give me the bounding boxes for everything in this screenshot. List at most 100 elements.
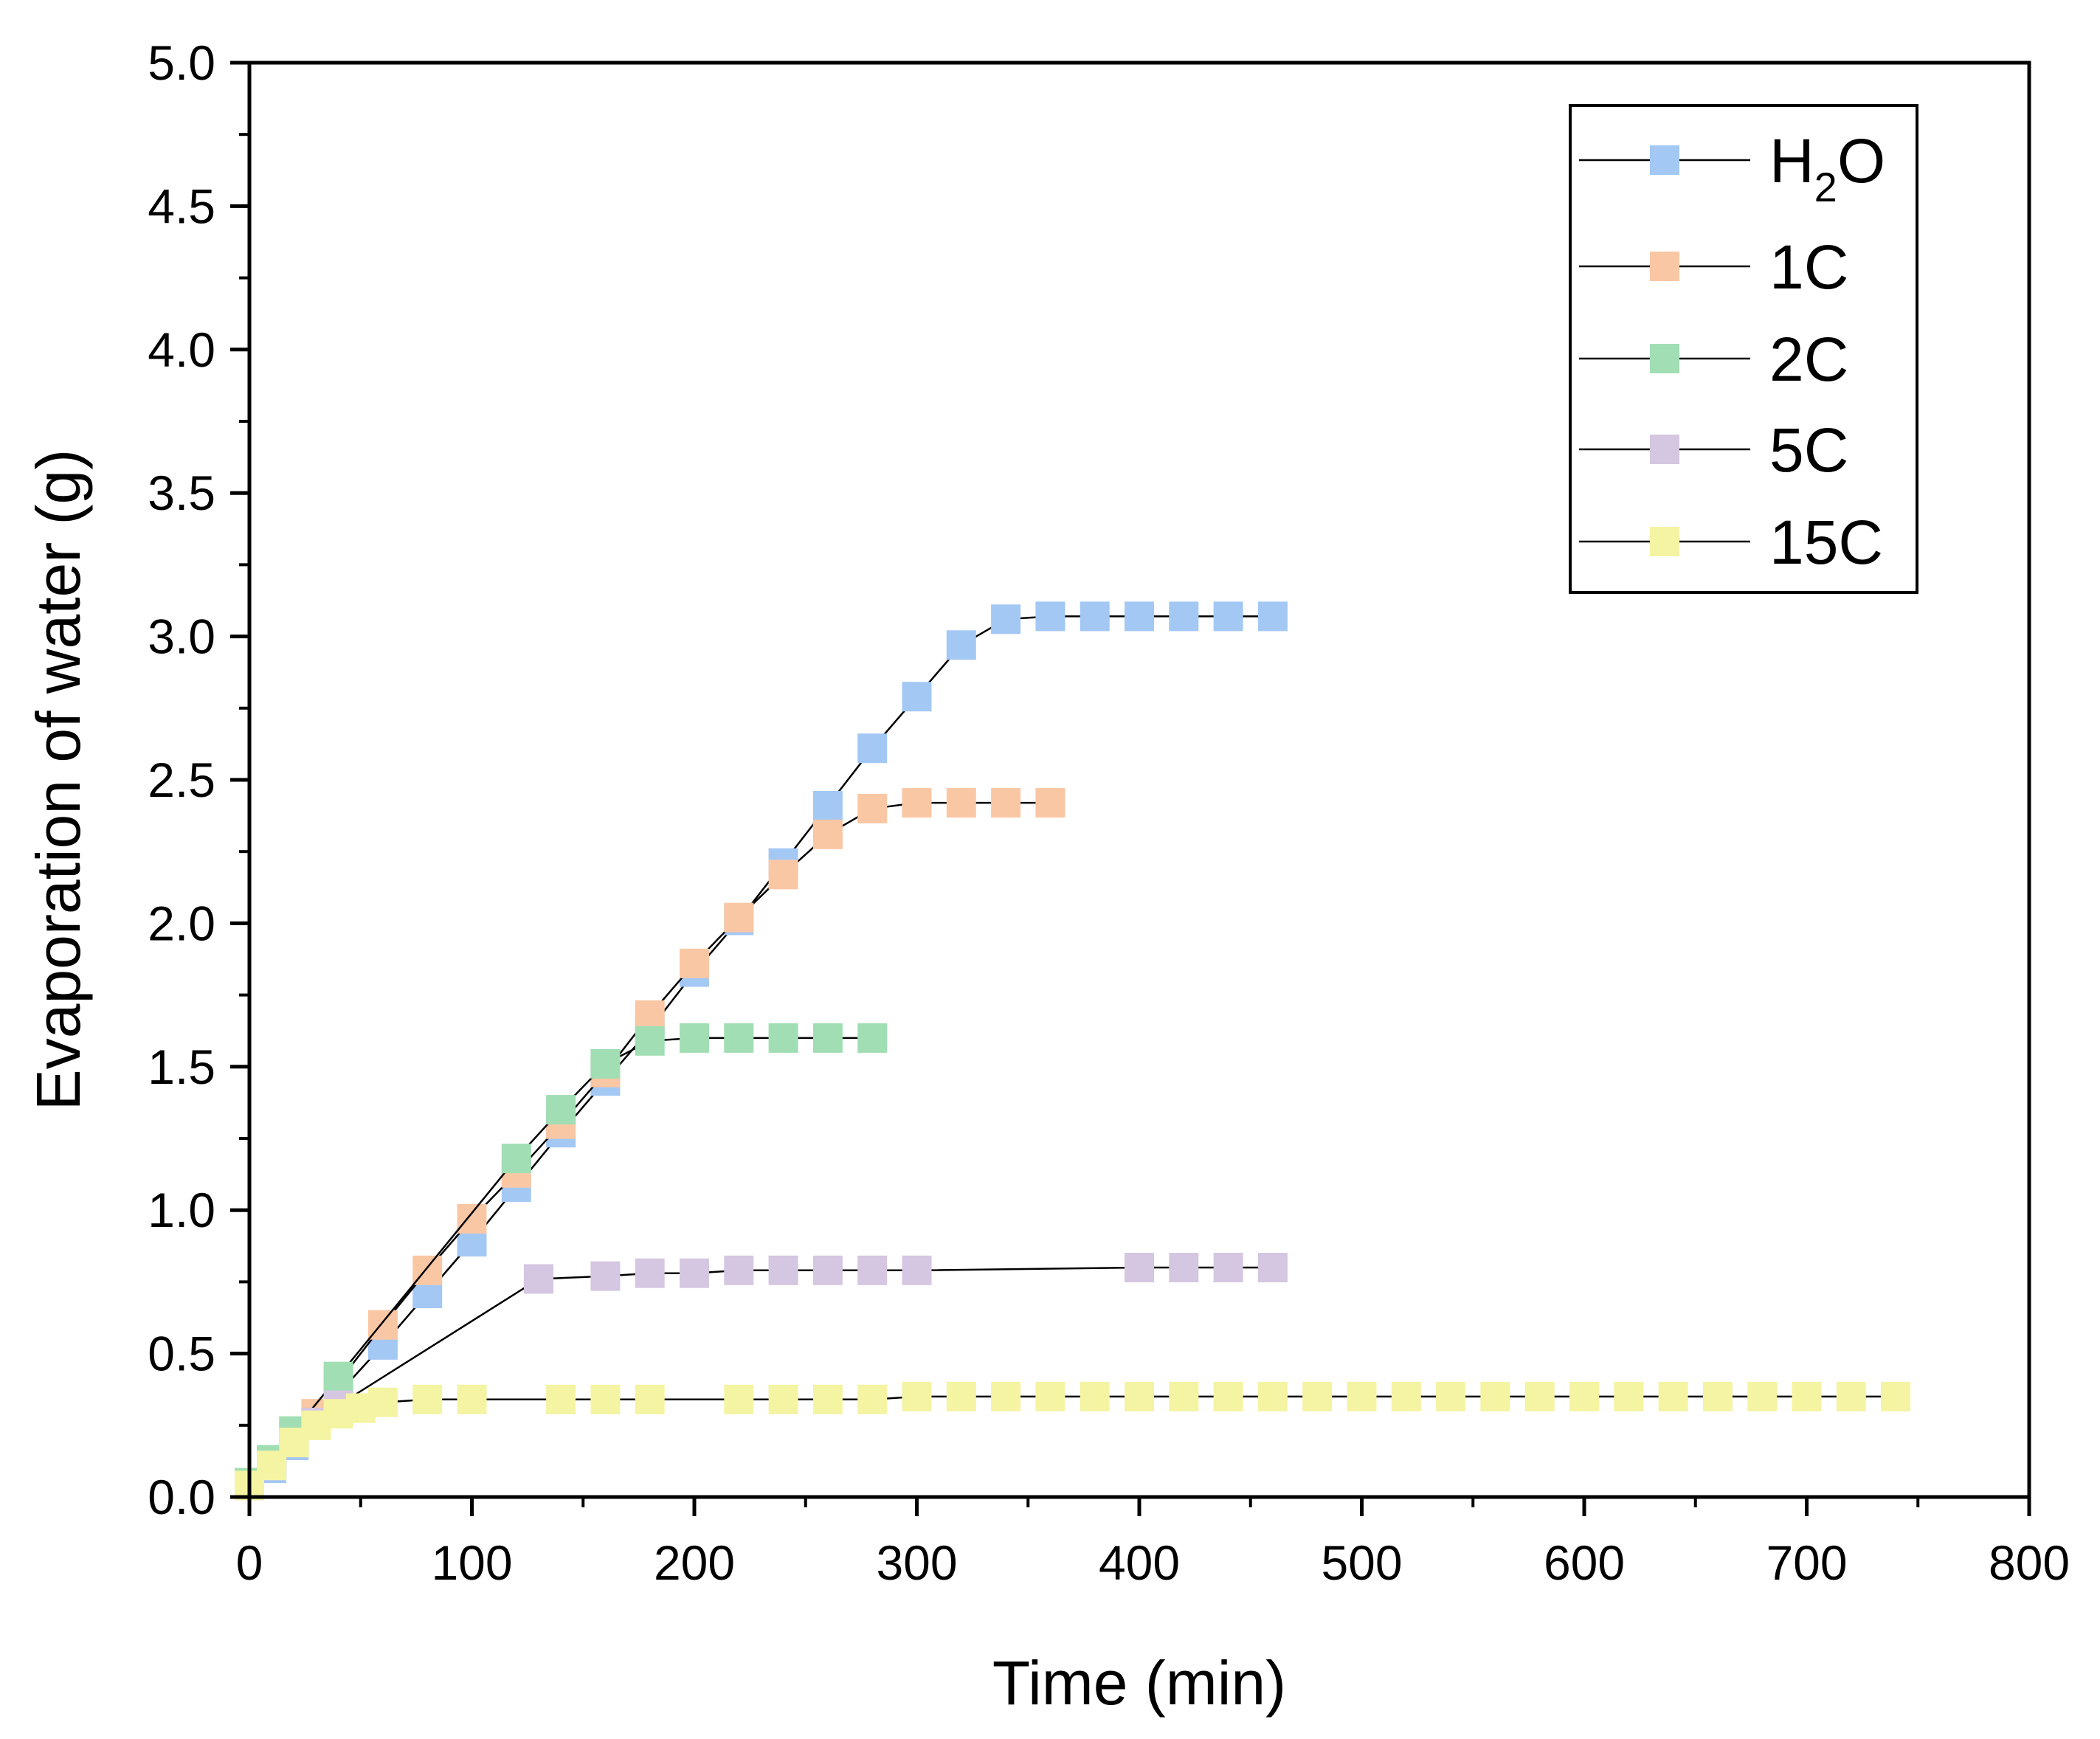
- x-tick-label: 800: [1989, 1535, 2070, 1590]
- data-point: [991, 1381, 1021, 1411]
- y-tick-label: 3.5: [148, 466, 215, 520]
- y-tick-label: 1.0: [148, 1183, 215, 1237]
- data-point: [1658, 1381, 1688, 1411]
- data-point: [590, 1261, 621, 1291]
- data-point: [768, 1255, 798, 1285]
- data-point: [1169, 601, 1199, 632]
- legend-box: [1569, 104, 1918, 594]
- x-tick-label: 100: [431, 1535, 512, 1590]
- data-point: [1169, 1253, 1199, 1282]
- data-point: [1257, 1253, 1288, 1282]
- y-tick-label: 1.5: [148, 1040, 215, 1094]
- data-point: [724, 1255, 754, 1285]
- x-axis-title: Time (min): [992, 1648, 1286, 1718]
- data-point: [1569, 1381, 1599, 1411]
- y-tick-label: 2.5: [148, 753, 215, 807]
- data-point: [1213, 1381, 1243, 1411]
- y-tick-label: 5.0: [148, 35, 215, 90]
- legend-label-tail: O: [1837, 126, 1885, 196]
- data-point: [857, 1255, 888, 1285]
- data-point: [1035, 788, 1065, 818]
- data-point: [1213, 601, 1243, 632]
- y-tick-label: 0.0: [148, 1470, 215, 1524]
- data-point: [590, 1048, 621, 1079]
- data-point: [412, 1384, 443, 1414]
- legend-label: 15C: [1769, 508, 1883, 577]
- data-point: [1881, 1381, 1911, 1411]
- data-point: [501, 1144, 531, 1174]
- data-point: [1614, 1381, 1644, 1411]
- y-tick-label: 2.0: [148, 896, 215, 950]
- data-point: [635, 1026, 665, 1056]
- data-point: [724, 902, 754, 933]
- data-point: [1257, 601, 1288, 632]
- data-point: [1035, 601, 1065, 632]
- legend-subscript: 2: [1814, 164, 1837, 210]
- data-point: [323, 1361, 353, 1391]
- data-point: [635, 1258, 665, 1288]
- axis-layer: 0 100 200 300 400 500 600 700 800 0.0 0.5 1.0 1.5 2.0…: [148, 35, 2070, 1590]
- series-15c: [235, 1381, 1911, 1501]
- legend-label: 2C: [1769, 325, 1848, 394]
- data-point: [1257, 1381, 1288, 1411]
- data-point: [1125, 1253, 1154, 1282]
- data-point: [812, 1023, 843, 1053]
- legend-marker: [1650, 252, 1679, 281]
- data-point: [902, 788, 932, 818]
- legend-label: 1C: [1769, 232, 1848, 302]
- data-point: [1480, 1381, 1510, 1411]
- data-point: [1792, 1381, 1822, 1411]
- y-tick-label: 3.0: [148, 609, 215, 664]
- data-point: [680, 1258, 709, 1288]
- data-point: [1836, 1381, 1866, 1411]
- data-point: [946, 630, 976, 660]
- data-point: [1302, 1381, 1333, 1411]
- data-point: [680, 1023, 709, 1053]
- data-point: [857, 733, 888, 764]
- y-axis-title: Evaporation of water (g): [24, 449, 93, 1110]
- x-tick-label: 600: [1544, 1535, 1625, 1590]
- x-tick-label: 0: [236, 1535, 263, 1590]
- x-tick-label: 700: [1766, 1535, 1847, 1590]
- data-point: [1125, 1381, 1154, 1411]
- x-tick-label: 200: [654, 1535, 735, 1590]
- data-point: [1213, 1253, 1243, 1282]
- data-point: [367, 1387, 398, 1417]
- data-point: [1347, 1381, 1377, 1411]
- data-point: [635, 1384, 665, 1414]
- data-point: [768, 860, 798, 890]
- data-point: [1125, 601, 1154, 632]
- data-point: [546, 1095, 576, 1125]
- data-point: [635, 1000, 665, 1030]
- data-point: [1436, 1381, 1466, 1411]
- data-point: [1169, 1381, 1199, 1411]
- data-point: [812, 819, 843, 849]
- data-point: [812, 791, 843, 820]
- y-tick-label: 4.0: [148, 322, 215, 377]
- data-point: [857, 1384, 888, 1414]
- legend-marker: [1650, 527, 1679, 556]
- data-point: [768, 1023, 798, 1053]
- x-tick-label: 300: [876, 1535, 957, 1590]
- data-point: [1035, 1381, 1065, 1411]
- data-point: [1524, 1381, 1555, 1411]
- legend-marker: [1650, 435, 1679, 464]
- data-point: [812, 1255, 843, 1285]
- data-point: [1391, 1381, 1421, 1411]
- y-tick-label: 0.5: [148, 1327, 215, 1381]
- x-tick-label: 500: [1321, 1535, 1402, 1590]
- data-point: [857, 793, 888, 823]
- data-point: [902, 682, 932, 712]
- data-point: [546, 1384, 576, 1414]
- data-point: [902, 1381, 932, 1411]
- data-point: [524, 1264, 553, 1294]
- data-point: [991, 604, 1021, 635]
- data-point: [1080, 601, 1110, 632]
- data-point: [946, 1381, 976, 1411]
- legend-marker: [1650, 344, 1679, 373]
- data-point: [902, 1255, 932, 1285]
- data-point: [991, 788, 1021, 818]
- data-point: [590, 1384, 621, 1414]
